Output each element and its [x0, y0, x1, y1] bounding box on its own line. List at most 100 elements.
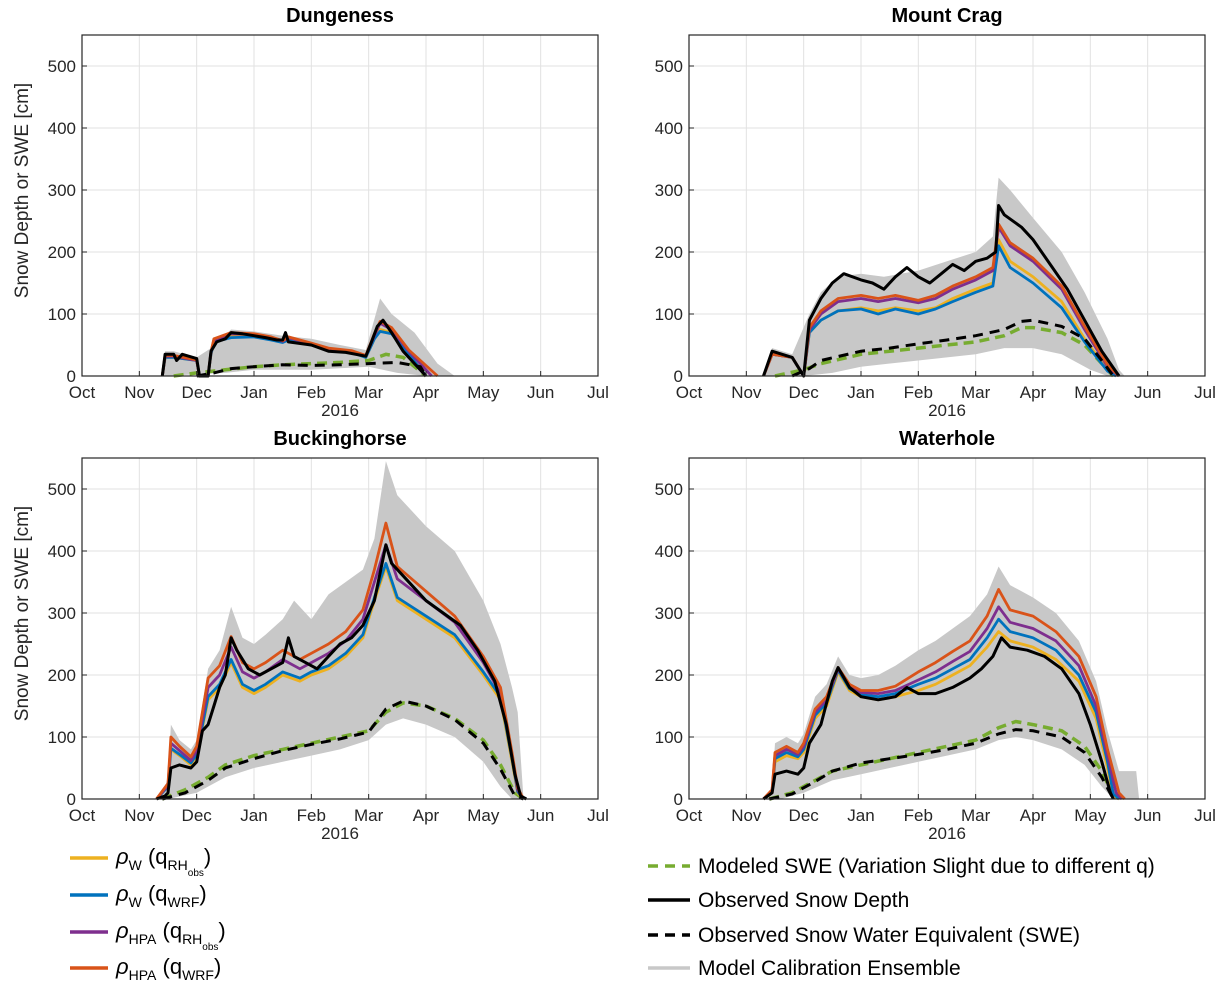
x-tick-label: May — [467, 383, 500, 402]
x-tick-label: Dec — [182, 383, 213, 402]
legend-text-part: HPA — [129, 931, 157, 947]
y-tick-label: 200 — [48, 243, 76, 262]
y-tick-label: 200 — [48, 666, 76, 685]
legend-label-rho_hpa_rh: ρHPA (qRHobs) — [115, 918, 226, 953]
x-tick-label: Apr — [413, 383, 440, 402]
x-tick-label: Oct — [69, 383, 96, 402]
y-tick-label: 100 — [48, 305, 76, 324]
modeled-swe-line — [161, 701, 525, 801]
legend-label-ensemble: Model Calibration Ensemble — [698, 957, 961, 980]
legend-label-rho_w_rh: ρW (qRHobs) — [115, 844, 211, 879]
legend-text-part: ρ — [115, 918, 129, 943]
y-tick-label: 200 — [655, 666, 683, 685]
depth-series-line-rho_w_wrf — [762, 617, 1120, 801]
x-tick-label: Feb — [904, 383, 933, 402]
y-tick-label: 100 — [48, 728, 76, 747]
y-tick-label: 300 — [48, 604, 76, 623]
legend-text-part: q — [170, 954, 182, 979]
x-tick-label: Jun — [527, 806, 554, 825]
panel-title: Mount Crag — [891, 5, 1002, 27]
x-tick-label: Nov — [731, 806, 762, 825]
y-tick-label: 400 — [655, 119, 683, 138]
panel-title: Dungeness — [286, 5, 394, 27]
x-tick-label: Jul — [1194, 806, 1216, 825]
y-tick-label: 500 — [655, 57, 683, 76]
axes-box — [688, 457, 1206, 800]
observed-swe-line — [768, 728, 1115, 801]
x-tick-label: Jun — [1134, 383, 1161, 402]
x-tick-label: May — [467, 806, 500, 825]
y-tick-label: 300 — [48, 181, 76, 200]
modeled-swe-line — [768, 719, 1120, 801]
x-tick-label: Mar — [961, 806, 991, 825]
x-tick-label: Apr — [1020, 383, 1047, 402]
observed-depth-line — [155, 543, 528, 801]
legend-label-rho_hpa_wrf: ρHPA (qWRF) — [115, 954, 221, 983]
legend: ρW (qRHobs)ρW (qWRF)ρHPA (qRHobs)ρHPA (q… — [70, 844, 1155, 983]
x-tick-label: Jul — [587, 806, 609, 825]
observed-depth-line — [762, 204, 1121, 378]
y-tick-label: 300 — [655, 181, 683, 200]
legend-text-part: obs — [188, 868, 204, 879]
y-tick-label: 500 — [48, 480, 76, 499]
x-tick-label: Nov — [124, 383, 155, 402]
x-tick-label: Oct — [676, 806, 703, 825]
legend-text-part: ( — [142, 881, 156, 906]
legend-text-part: q — [170, 918, 182, 943]
observed-swe-line — [196, 360, 428, 378]
legend-text-part: ρ — [115, 844, 129, 869]
depth-series-line-rho_w_wrf — [155, 562, 525, 800]
y-tick-label: 0 — [67, 367, 76, 386]
x-tick-label: Feb — [297, 383, 326, 402]
legend-text-part: ) — [218, 918, 225, 943]
x-tick-label: Feb — [297, 806, 326, 825]
x-tick-label: Apr — [413, 806, 440, 825]
depth-series-line-rho_hpa_rh — [155, 543, 525, 800]
depth-series-line-rho_hpa_wrf — [762, 588, 1126, 800]
y-tick-label: 200 — [655, 243, 683, 262]
legend-text-part: ( — [156, 954, 170, 979]
x-year-label: 2016 — [928, 401, 966, 420]
legend-text-part: ) — [204, 844, 211, 869]
legend-text-part: W — [129, 894, 143, 910]
axes-box — [81, 457, 599, 800]
legend-text-part: q — [155, 844, 167, 869]
y-axis-label: Snow Depth or SWE [cm] — [12, 506, 33, 721]
legend-label-observed_swe: Observed Snow Water Equivalent (SWE) — [698, 924, 1080, 947]
x-tick-label: Jun — [527, 383, 554, 402]
depth-series-line-rho_w_rh — [762, 630, 1120, 801]
x-tick-label: Dec — [182, 806, 213, 825]
y-axis-label: Snow Depth or SWE [cm] — [12, 83, 33, 298]
y-tick-label: 100 — [655, 728, 683, 747]
x-year-label: 2016 — [321, 824, 359, 843]
chart-panel-3: Oct Nov Dec Jan Feb Mar Apr May Jun Jul 2016 0 100 20… — [655, 428, 1216, 843]
legend-label-rho_w_wrf: ρW (qWRF) — [115, 881, 207, 910]
panel-title: Waterhole — [899, 428, 995, 450]
y-tick-label: 0 — [674, 367, 683, 386]
chart-panel-0: Oct Nov Dec Jan Feb Mar Apr May Jun Jul 2016 0 100 20… — [12, 5, 609, 420]
x-tick-label: Mar — [961, 383, 991, 402]
y-tick-label: 0 — [674, 790, 683, 809]
x-tick-label: Mar — [354, 806, 384, 825]
x-tick-label: Oct — [676, 383, 703, 402]
y-tick-label: 100 — [655, 305, 683, 324]
x-tick-label: Jan — [847, 806, 874, 825]
x-tick-label: Dec — [789, 383, 820, 402]
chart-panel-1: Oct Nov Dec Jan Feb Mar Apr May Jun Jul 2016 0 100 20… — [655, 5, 1216, 420]
x-tick-label: Jan — [240, 383, 267, 402]
x-tick-label: Jun — [1134, 806, 1161, 825]
x-tick-label: Jan — [847, 383, 874, 402]
legend-text-part: ρ — [115, 954, 129, 979]
y-tick-label: 400 — [48, 119, 76, 138]
legend-text-part: ( — [156, 918, 170, 943]
x-tick-label: Nov — [731, 383, 762, 402]
legend-text-part: q — [155, 881, 167, 906]
legend-label-modeled_swe: Modeled SWE (Variation Slight due to dif… — [698, 855, 1155, 878]
x-tick-label: Mar — [354, 383, 384, 402]
y-tick-label: 400 — [655, 542, 683, 561]
x-tick-label: Dec — [789, 806, 820, 825]
legend-label-observed_depth: Observed Snow Depth — [698, 889, 909, 912]
x-tick-label: Nov — [124, 806, 155, 825]
legend-text-part: ( — [142, 844, 156, 869]
legend-text-part: WRF — [168, 894, 200, 910]
